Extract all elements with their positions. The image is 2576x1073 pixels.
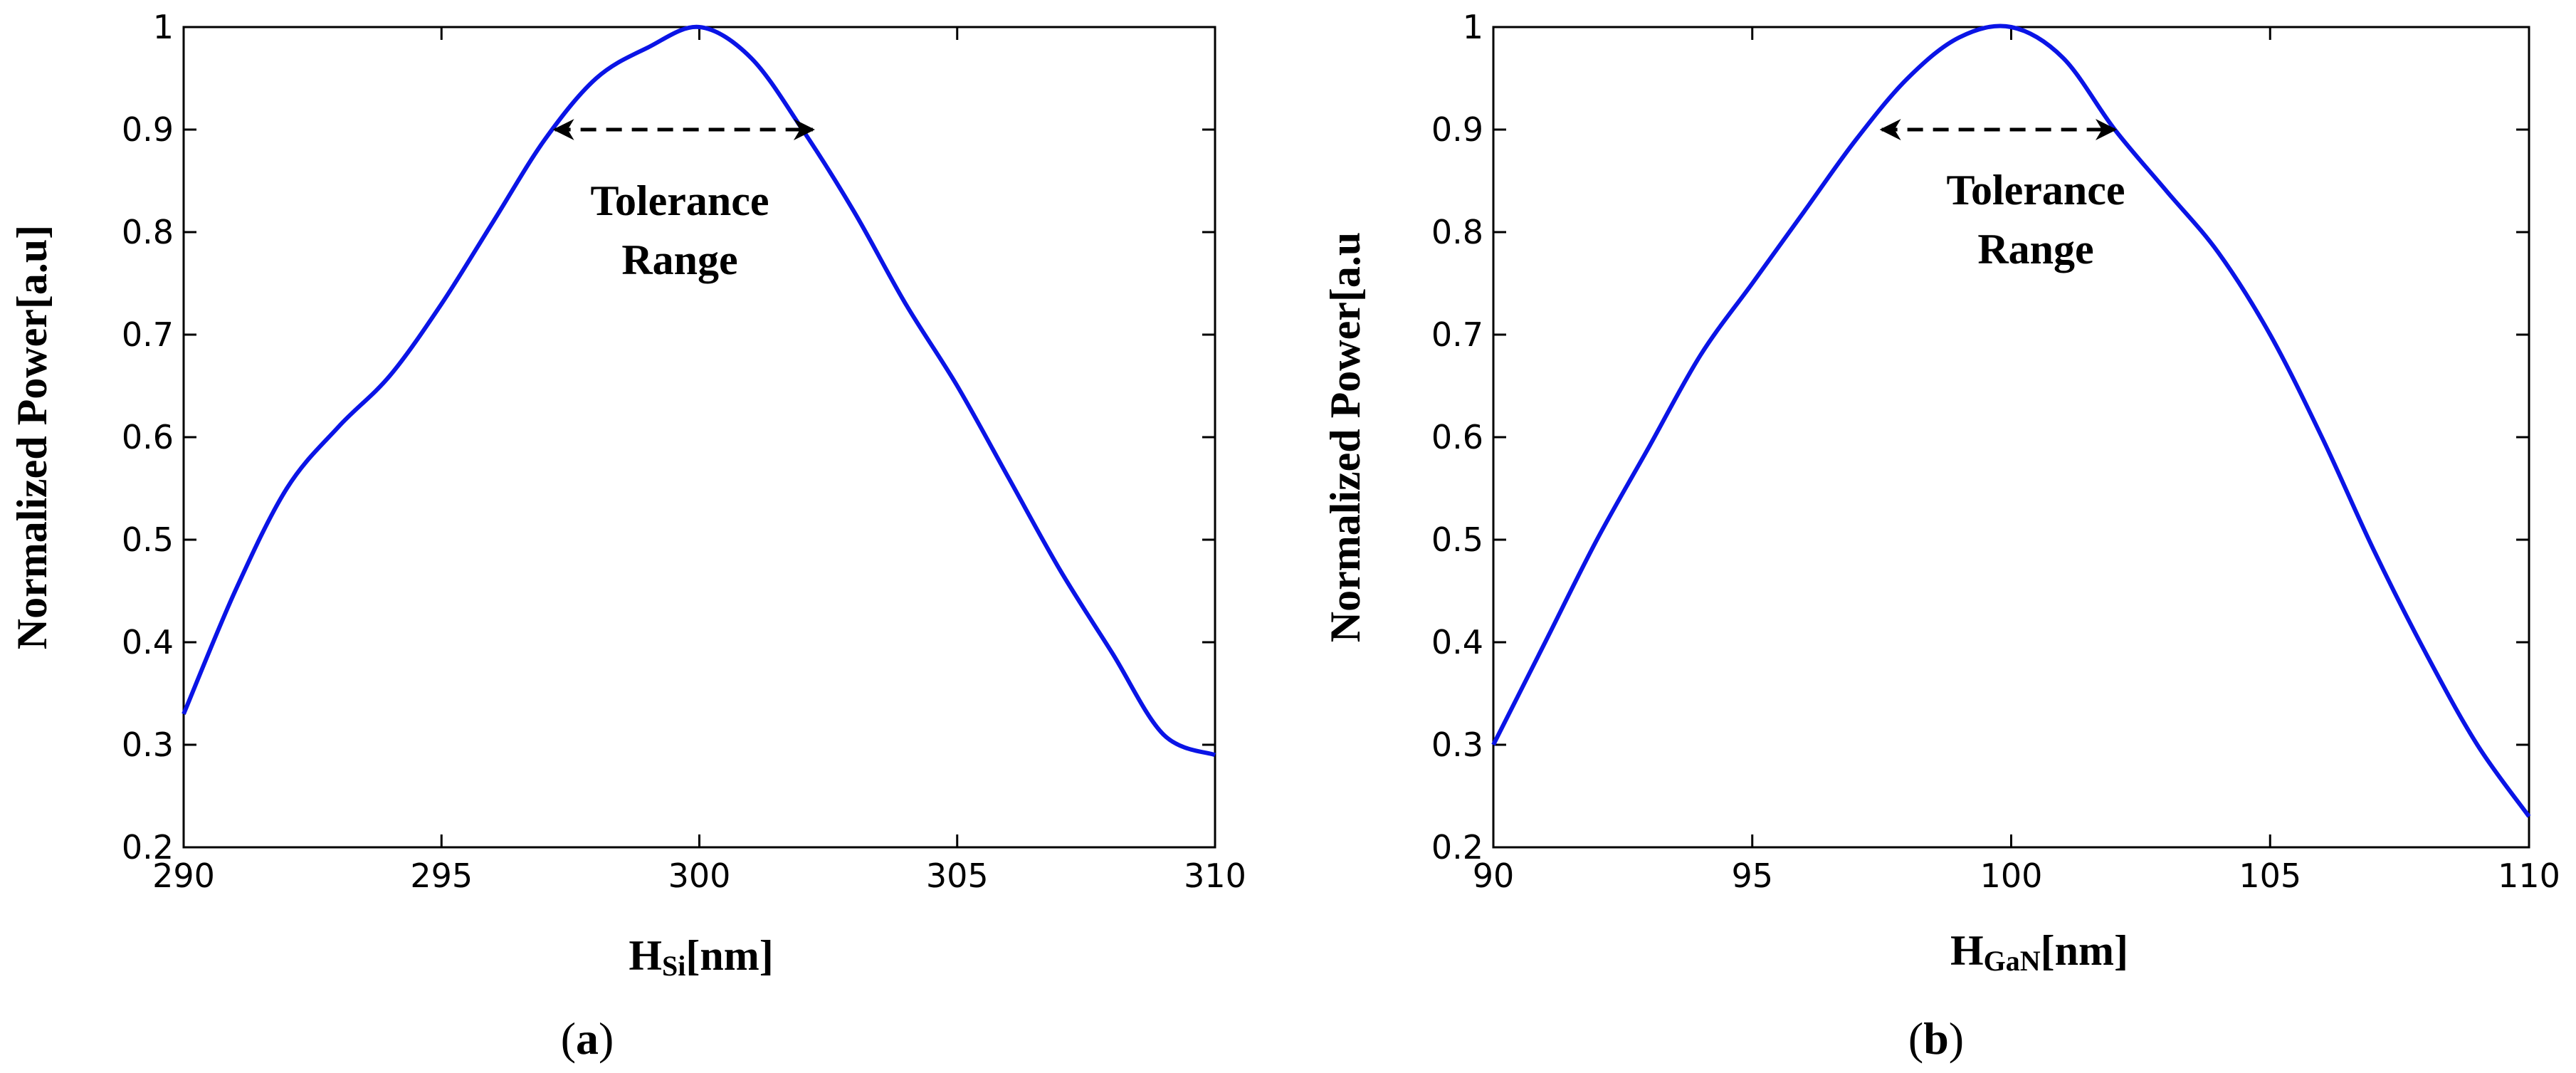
x-tick-label: 110 [2498, 857, 2560, 895]
x-tick-label: 105 [2239, 857, 2301, 895]
chart-panel-a: 0.2 0.3 0.4 0.5 0.6 0.7 0.8 0.9 1 290 295 300 305 31… [9, 8, 1246, 1064]
series-line [1491, 23, 2531, 818]
y-axis: 0.2 0.3 0.4 0.5 0.6 0.7 0.8 0.9 1 [1431, 8, 2529, 867]
y-tick-label: 1 [153, 8, 174, 46]
plot-frame [1492, 26, 2530, 849]
y-tick-label: 0.2 [122, 828, 174, 867]
y-tick-label: 0.7 [1431, 315, 1483, 354]
panel-label-a: (a) [561, 1013, 614, 1064]
plot-frame [182, 26, 1216, 849]
y-tick-label: 0.8 [1431, 213, 1483, 251]
chart-panel-b: 0.20.30.40.50.60.70.80.91 90 95 100 105 110 … [1322, 8, 2560, 1064]
y-axis: 0.2 0.3 0.4 0.5 0.6 0.7 0.8 0.9 1 [122, 8, 1215, 867]
x-axis: 290 295 300 305 310 [152, 27, 1246, 895]
y-tick-label: 0.8 [122, 213, 174, 251]
annotation-tolerance: Tolerance [1946, 167, 2125, 214]
x-tick-label: 290 [152, 857, 215, 895]
x-tick-label: 100 [1980, 857, 2043, 895]
y-tick-label: 0.4 [122, 623, 174, 661]
y-axis-title: Normalized Power[a.u [1322, 232, 1369, 643]
annotation-tolerance: Tolerance [590, 177, 769, 224]
panel-label-b: (b) [1908, 1013, 1964, 1064]
y-tick-label: 0.7 [122, 315, 174, 354]
y-tick-label: 0.2 [1431, 828, 1483, 867]
y-tick-label: 0.3 [1431, 726, 1483, 764]
x-axis-title: HGaN[nm] [1950, 927, 2128, 977]
y-tick-label: 0.3 [122, 726, 174, 764]
y-tick-label: 0.9 [122, 110, 174, 149]
y-tick-label: 1 [1463, 8, 1483, 46]
x-tick-label: 310 [1184, 857, 1246, 895]
x-tick-label: 300 [668, 857, 731, 895]
annotation-range: Range [621, 236, 737, 283]
x-axis: 90 95 100 105 110 [1473, 27, 2560, 895]
x-tick-label: 95 [1731, 857, 1773, 895]
y-tick-label: 0.6 [1431, 418, 1483, 456]
y-tick-label: 0.6 [122, 418, 174, 456]
x-tick-label: 90 [1473, 857, 1515, 895]
series-line [182, 24, 1216, 758]
y-tick-label: 0.9 [1431, 110, 1483, 149]
annotation-range: Range [1977, 226, 2093, 273]
x-tick-label: 305 [926, 857, 989, 895]
y-axis-title: Normalized Power[a.u] [9, 225, 56, 649]
y-tick-label: 0.4 [1431, 623, 1483, 661]
x-tick-label: 295 [410, 857, 473, 895]
y-tick-label: 0.5 [122, 520, 174, 559]
y-tick-label: 0.5 [1431, 520, 1483, 559]
x-axis-title: HSi[nm] [629, 932, 773, 982]
